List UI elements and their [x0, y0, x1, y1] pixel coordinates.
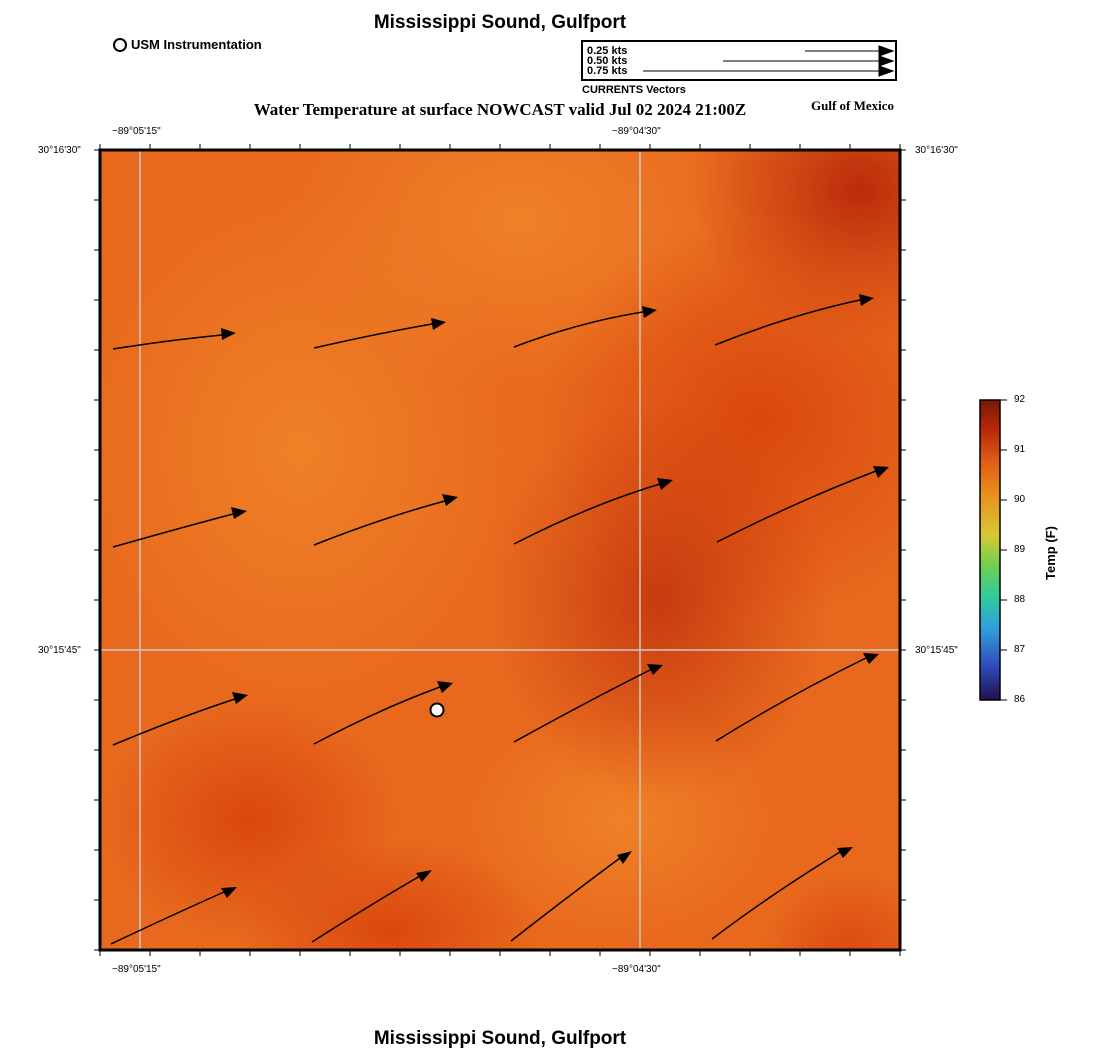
frame-ticks	[94, 144, 906, 956]
colorbar-tick-label: 88	[1014, 594, 1026, 605]
station-legend: USM Instrumentation	[113, 37, 262, 52]
colorbar-tick-label: 89	[1014, 544, 1026, 555]
graticule	[100, 150, 900, 950]
lat-tick-label: 30°16'30"	[38, 145, 81, 156]
current-vectors	[110, 299, 877, 945]
lat-tick-label: 30°16'30"	[915, 145, 958, 156]
usm-station-marker-icon	[429, 702, 445, 718]
map-title: Mississippi Sound, Gulfport	[373, 12, 627, 33]
colorbar-tick-label: 87	[1014, 644, 1026, 655]
lon-tick-label: −89°05'15"	[112, 126, 161, 137]
vector-scale-label: 0.25 kts	[587, 45, 628, 57]
vector-scale-label: 0.50 kts	[587, 55, 628, 67]
station-marker-icon	[113, 37, 127, 52]
lon-tick-label: −89°04'30"	[612, 126, 661, 137]
colorbar-ticks	[1000, 399, 1007, 701]
vector-scale-legend: 0.25 kts 0.50 kts 0.75 kts	[581, 40, 897, 81]
lat-tick-label: 30°15'45"	[38, 645, 81, 656]
lat-tick-label: 30°15'45"	[915, 645, 958, 656]
station-legend-label: USM Instrumentation	[131, 37, 262, 52]
map-footer-title: Mississippi Sound, Gulfport	[373, 1028, 627, 1049]
map-subtitle: Water Temperature at surface NOWCAST val…	[253, 100, 747, 119]
vector-scale-arrows	[643, 45, 895, 77]
vector-scale-label: 0.75 kts	[587, 65, 628, 77]
lon-tick-label: −89°05'15"	[112, 964, 161, 975]
colorbar-tick-label: 90	[1014, 494, 1026, 505]
temperature-field	[100, 150, 900, 950]
lon-tick-label: −89°04'30"	[612, 964, 661, 975]
colorbar-tick-label: 92	[1014, 394, 1026, 405]
vector-legend-title: CURRENTS Vectors	[582, 84, 686, 96]
colorbar-tick-label: 86	[1014, 694, 1026, 705]
region-label: Gulf of Mexico	[811, 98, 895, 113]
colorbar-title: Temp (F)	[1043, 526, 1058, 580]
colorbar	[979, 399, 1001, 701]
colorbar-tick-label: 91	[1014, 444, 1026, 455]
current-vector-heads	[221, 294, 889, 898]
